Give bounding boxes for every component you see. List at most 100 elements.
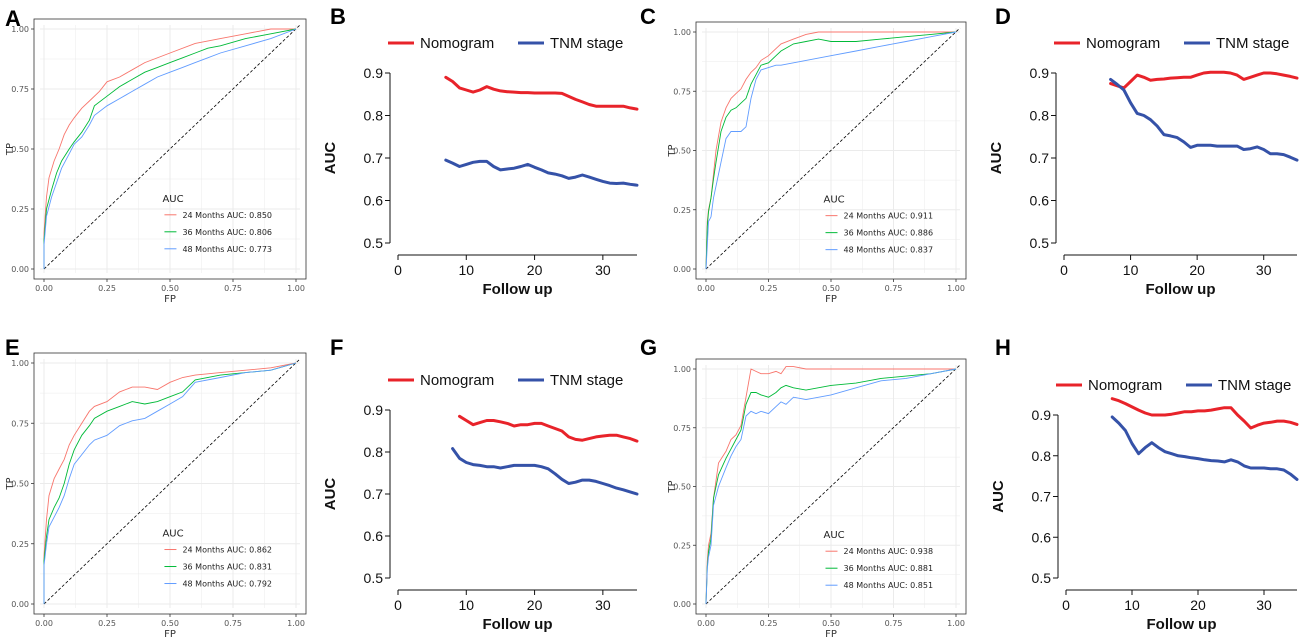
y-tick-label: 0.9 [1030, 65, 1050, 81]
x-tick-label: 0 [394, 597, 402, 613]
y-tick-label: 0.00 [11, 600, 29, 609]
legend-item: 48 Months AUC: 0.792 [182, 580, 272, 589]
x-axis-title: Follow up [483, 616, 553, 633]
x-axis-title: FP [164, 629, 176, 640]
y-tick-label: 0.6 [1032, 529, 1052, 545]
grid-lines [40, 25, 300, 273]
x-tick-label: 20 [527, 597, 543, 613]
x-axis-title: Follow up [1146, 281, 1216, 298]
x-tick-label: 0.75 [885, 284, 903, 293]
legend-title: AUC [162, 529, 183, 540]
x-tick-label: 10 [458, 597, 474, 613]
roc-panel-G: G 0.00 0.00 0.25 0.25 0.50 0.50 0.75 0.75 1.00 1.0… [640, 335, 967, 640]
diagonal-reference-line [705, 364, 961, 605]
roc-panel-A: A 0.00 0.00 0.25 0.25 0.50 0.50 0.75 0.75 1.00 1.0… [5, 6, 307, 305]
x-tick-label: 0.25 [760, 284, 778, 293]
y-tick-label: 0.75 [11, 419, 29, 428]
y-tick-label: 0.25 [11, 205, 29, 214]
x-tick-label: 20 [1190, 597, 1206, 613]
diagonal-reference-line [43, 24, 301, 270]
panel-label: F [330, 335, 343, 360]
legend: AUC 24 Months AUC: 0.862 36 Months AUC: 0.… [162, 529, 272, 589]
x-tick-label: 0.50 [161, 619, 179, 628]
legend-item: 24 Months AUC: 0.850 [182, 211, 272, 220]
x-tick-label: 1.00 [947, 284, 965, 293]
y-axis-title: AUC [322, 142, 339, 175]
x-tick-label: 30 [1256, 262, 1272, 278]
auc-panel-F: F 0.5 0.6 0.7 0.8 0.9 0 10 20 30 Follow up AUC Nomog… [322, 335, 639, 633]
panel-label: D [995, 4, 1011, 29]
y-tick-label: 0.5 [1030, 235, 1050, 251]
legend-item: TNM stage [550, 35, 623, 52]
y-tick-label: 0.00 [673, 265, 691, 274]
y-axis-title: AUC [990, 480, 1007, 513]
x-tick-label: 0.75 [885, 619, 903, 628]
y-tick-label: 0.5 [1032, 570, 1052, 586]
x-tick-label: 0.00 [697, 619, 715, 628]
x-tick-label: 30 [595, 262, 611, 278]
tnm-stage-line [451, 447, 639, 496]
legend-item: Nomogram [1088, 377, 1162, 394]
y-tick-label: 0.6 [364, 528, 384, 544]
x-tick-label: 30 [1256, 597, 1272, 613]
x-axis-title: Follow up [1147, 616, 1217, 633]
legend-title: AUC [824, 195, 845, 206]
legend-item: TNM stage [1218, 377, 1291, 394]
auc-panel-H: H 0.5 0.6 0.7 0.8 0.9 0 10 20 30 Follow up AUC Nomog… [990, 335, 1299, 633]
x-tick-label: 10 [1124, 597, 1140, 613]
x-axis-title: Follow up [483, 281, 553, 298]
y-tick-label: 1.00 [11, 25, 29, 34]
nomogram-line [444, 75, 639, 111]
legend: AUC 24 Months AUC: 0.850 36 Months AUC: 0.… [162, 194, 272, 254]
x-axis-title: FP [164, 294, 176, 305]
y-tick-label: 0.9 [364, 402, 384, 418]
y-tick-label: 0.50 [11, 480, 29, 489]
y-tick-label: 0.7 [1030, 150, 1050, 166]
legend-item: TNM stage [1216, 35, 1289, 52]
panel-label: C [640, 4, 656, 29]
y-tick-label: 1.00 [11, 359, 29, 368]
legend: Nomogram TNM stage [1056, 377, 1291, 394]
y-axis-title: TP [667, 480, 678, 493]
x-tick-label: 0.00 [35, 619, 53, 628]
legend-item: 48 Months AUC: 0.837 [844, 246, 934, 255]
tnm-stage-line [1110, 415, 1299, 481]
legend-item: Nomogram [420, 35, 494, 52]
x-axis-title: FP [825, 629, 837, 640]
x-tick-label: 0.00 [35, 284, 53, 293]
panel-label: E [5, 335, 20, 360]
x-tick-label: 10 [1123, 262, 1139, 278]
legend-item: 36 Months AUC: 0.806 [182, 228, 272, 237]
y-tick-label: 0.50 [673, 483, 691, 492]
y-tick-label: 0.8 [1030, 108, 1050, 124]
y-tick-label: 0.7 [364, 150, 384, 166]
x-tick-label: 20 [1189, 262, 1205, 278]
legend-title: AUC [824, 530, 845, 541]
x-tick-label: 0 [1062, 597, 1070, 613]
y-tick-label: 0.8 [364, 108, 384, 124]
x-tick-label: 1.00 [287, 619, 305, 628]
y-tick-label: 0.75 [673, 87, 691, 96]
y-tick-label: 1.00 [673, 28, 691, 37]
nomogram-line [1109, 70, 1299, 90]
y-tick-label: 0.75 [11, 85, 29, 94]
roc-line-24-months [43, 362, 297, 604]
x-tick-label: 0 [1060, 262, 1068, 278]
x-tick-label: 0.75 [224, 619, 242, 628]
legend-item: TNM stage [550, 372, 623, 389]
panel-label: B [330, 4, 346, 29]
legend: Nomogram TNM stage [388, 372, 623, 389]
panel-label: G [640, 335, 657, 360]
legend-item: 24 Months AUC: 0.862 [182, 546, 272, 555]
diagonal-reference-line [705, 27, 961, 270]
y-tick-label: 0.7 [1032, 489, 1052, 505]
legend-item: 36 Months AUC: 0.831 [182, 563, 272, 572]
y-tick-label: 0.5 [364, 235, 384, 251]
y-tick-label: 0.9 [1032, 407, 1052, 423]
roc-line-24-months [705, 31, 956, 270]
legend-item: 48 Months AUC: 0.773 [182, 245, 272, 254]
y-axis-title: TP [5, 477, 16, 490]
legend-item: 24 Months AUC: 0.911 [844, 212, 934, 221]
x-tick-label: 20 [527, 262, 543, 278]
